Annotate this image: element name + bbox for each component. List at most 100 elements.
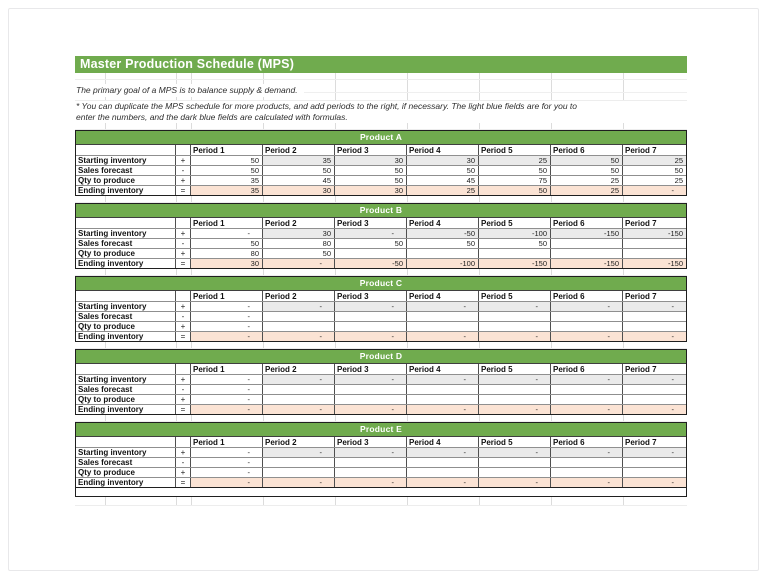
cell-ending-inventory-p3: -50 xyxy=(334,259,406,268)
note-primary-goal: The primary goal of a MPS is to balance … xyxy=(75,84,304,97)
cell-sales-forecast-p2 xyxy=(262,312,334,321)
row-sign: + xyxy=(175,229,190,238)
gridline xyxy=(263,196,264,202)
period-header: Period 1 xyxy=(190,437,262,447)
period-header: Period 4 xyxy=(406,437,478,447)
cell-ending-inventory-p1: - xyxy=(190,332,262,341)
gridline xyxy=(335,73,336,79)
row-qty-to-produce: Qty to produce + - xyxy=(76,394,686,404)
cell-starting-inventory-p4: -50 xyxy=(406,229,478,238)
cell-qty-to-produce-p5 xyxy=(478,468,550,477)
cell-qty-to-produce-p2 xyxy=(262,322,334,331)
gridline xyxy=(623,415,624,421)
gridline xyxy=(263,123,264,129)
period-header: Period 6 xyxy=(550,364,622,374)
cell-ending-inventory-p5: - xyxy=(478,405,550,414)
gridline xyxy=(335,196,336,202)
cell-starting-inventory-p1: - xyxy=(190,229,262,238)
gridline xyxy=(176,196,177,202)
cell-starting-inventory-p5: - xyxy=(478,302,550,311)
cell-starting-inventory-p2: - xyxy=(262,302,334,311)
gridline xyxy=(191,123,192,129)
row-ending-inventory: Ending inventory = - - - - - - - xyxy=(76,404,686,414)
row-ending-inventory: Ending inventory = 30- -50 -100 -150 -150 -150 xyxy=(76,258,686,268)
header-sign-cell xyxy=(175,364,190,374)
cell-qty-to-produce-p7 xyxy=(622,249,686,258)
gridline xyxy=(407,80,408,92)
gridline xyxy=(105,415,106,421)
period-header: Period 7 xyxy=(622,364,686,374)
cell-ending-inventory-p1: 30 xyxy=(190,259,262,268)
cell-starting-inventory-p1: 50 xyxy=(190,156,262,165)
gridline xyxy=(176,269,177,275)
gridline xyxy=(407,415,408,421)
gridline xyxy=(176,497,177,505)
cell-ending-inventory-p7: - xyxy=(622,405,686,414)
row-sign: + xyxy=(175,322,190,331)
period-header: Period 2 xyxy=(262,291,334,301)
cell-ending-inventory-p2: - xyxy=(262,259,334,268)
grid-spacer xyxy=(75,196,687,203)
period-header-row: Period 1 Period 2 Period 3 Period 4 Period 5… xyxy=(76,144,686,155)
row-label: Qty to produce xyxy=(78,395,135,404)
cell-sales-forecast-p5 xyxy=(478,385,550,394)
cell-qty-to-produce-p4: 45 xyxy=(406,176,478,185)
cell-sales-forecast-p7 xyxy=(622,239,686,248)
product-banner: Product C xyxy=(76,277,686,290)
gridline xyxy=(623,196,624,202)
gridline xyxy=(551,93,552,100)
gridline xyxy=(551,123,552,129)
row-sign: = xyxy=(175,332,190,341)
period-header: Period 3 xyxy=(334,218,406,228)
cell-ending-inventory-p3: - xyxy=(334,332,406,341)
cell-qty-to-produce-p3: 50 xyxy=(334,176,406,185)
row-qty-to-produce: Qty to produce + - xyxy=(76,321,686,331)
cell-ending-inventory-p4: -100 xyxy=(406,259,478,268)
product-table-b: Product B Period 1 Period 2 Period 3 Period … xyxy=(75,203,687,269)
cell-sales-forecast-p4 xyxy=(406,312,478,321)
cell-qty-to-produce-p6: 25 xyxy=(550,176,622,185)
gridline xyxy=(263,497,264,505)
period-header: Period 1 xyxy=(190,218,262,228)
row-ending-inventory: Ending inventory = - - - - - - - xyxy=(76,477,686,487)
cell-qty-to-produce-p6 xyxy=(550,395,622,404)
note-instructions-line1: * You can duplicate the MPS schedule for… xyxy=(76,101,578,111)
gridline xyxy=(407,123,408,129)
cell-qty-to-produce-p6 xyxy=(550,322,622,331)
row-qty-to-produce: Qty to produce + - xyxy=(76,467,686,477)
cell-sales-forecast-p3: 50 xyxy=(334,166,406,175)
header-sign-cell xyxy=(175,437,190,447)
row-starting-inventory: Starting inventory +50 35 30 30 25 50 25 xyxy=(76,155,686,165)
gridline xyxy=(407,497,408,505)
row-label: Qty to produce xyxy=(78,176,135,185)
product-tables: Product A Period 1 Period 2 Period 3 Period … xyxy=(75,130,687,488)
cell-ending-inventory-p7: - xyxy=(622,186,686,195)
note-instructions: * You can duplicate the MPS schedule for… xyxy=(75,101,687,123)
cell-starting-inventory-p6: 50 xyxy=(550,156,622,165)
cell-qty-to-produce-p5: 75 xyxy=(478,176,550,185)
cell-qty-to-produce-p6 xyxy=(550,249,622,258)
cell-starting-inventory-p6: - xyxy=(550,375,622,384)
period-header-row: Period 1 Period 2 Period 3 Period 4 Period 5… xyxy=(76,436,686,447)
gridline xyxy=(623,123,624,129)
row-label: Ending inventory xyxy=(78,405,144,414)
gridline xyxy=(263,415,264,421)
header-sign-cell xyxy=(175,291,190,301)
cell-sales-forecast-p2 xyxy=(262,385,334,394)
row-sign: = xyxy=(175,186,190,195)
period-header: Period 4 xyxy=(406,364,478,374)
cell-sales-forecast-p7 xyxy=(622,458,686,467)
cell-starting-inventory-p7: -150 xyxy=(622,229,686,238)
cell-qty-to-produce-p1: 80 xyxy=(190,249,262,258)
period-header: Period 5 xyxy=(478,364,550,374)
cell-starting-inventory-p7: - xyxy=(622,375,686,384)
cell-qty-to-produce-p3 xyxy=(334,468,406,477)
cell-starting-inventory-p6: -150 xyxy=(550,229,622,238)
period-header: Period 7 xyxy=(622,291,686,301)
gridline xyxy=(551,196,552,202)
period-header: Period 6 xyxy=(550,145,622,155)
cell-starting-inventory-p5: - xyxy=(478,448,550,457)
grid-spacer xyxy=(75,342,687,349)
cell-ending-inventory-p5: - xyxy=(478,332,550,341)
cell-qty-to-produce-p3 xyxy=(334,395,406,404)
